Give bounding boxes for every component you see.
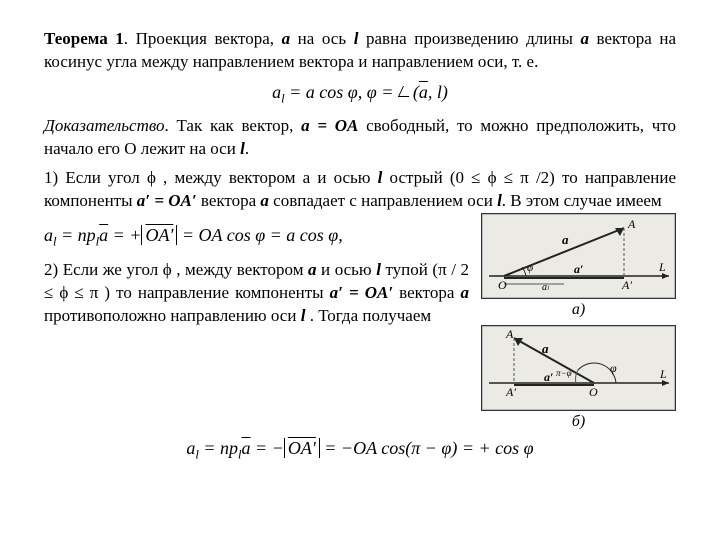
figure-b-caption: б)	[481, 411, 676, 433]
formula-case1: al = npla = +OA′ = OA cos φ = a cos φ,	[44, 223, 469, 251]
case-2-text: 2) Если же угол ϕ , между вектором a и о…	[44, 259, 469, 328]
fig-a-A: A	[627, 217, 636, 231]
figure-a-caption: a)	[481, 299, 676, 321]
fig-b-aprime: a′	[544, 370, 553, 384]
figure-column: O A A′ L a a′ φ aₗ a)	[481, 213, 676, 432]
figure-b: O A A′ L a a′ φ π−φ	[481, 325, 676, 411]
fig-a-a: a	[562, 232, 569, 247]
fig-b-L: L	[659, 367, 667, 381]
fig-a-aprime: a′	[574, 262, 583, 276]
fig-a-O: O	[498, 278, 507, 292]
angle-icon	[398, 86, 414, 97]
text-column: al = npla = +OA′ = OA cos φ = a cos φ, 2…	[44, 219, 469, 333]
fig-a-L: L	[658, 260, 666, 274]
case-1-text: 1) Если угол ϕ , между вектором a и осью…	[44, 167, 676, 213]
fig-b-a: a	[542, 341, 549, 356]
fig-b-A: A	[505, 328, 514, 341]
theorem-label: Теорема 1	[44, 29, 124, 48]
fig-b-Aprime: A′	[505, 385, 516, 399]
fig-b-O: O	[589, 385, 598, 399]
theorem-statement: Теорема 1. Проекция вектора, a на ось l …	[44, 28, 676, 74]
proof-intro: Доказательство. Так как вектор, a = OA с…	[44, 115, 676, 161]
fig-a-phi: φ	[527, 262, 533, 274]
figure-a: O A A′ L a a′ φ aₗ	[481, 213, 676, 299]
content-row: al = npla = +OA′ = OA cos φ = a cos φ, 2…	[44, 219, 676, 432]
formula-definition: al = a cos φ, φ = (a, l)	[44, 80, 676, 108]
formula-case2: al = npla = −OA′ = −OA cos(π − φ) = + co…	[44, 436, 676, 464]
fig-a-Aprime: A′	[621, 278, 632, 292]
fig-b-phi: φ	[610, 361, 617, 375]
fig-b-piphi: π−φ	[556, 368, 572, 378]
proof-label: Доказательство	[44, 116, 165, 135]
